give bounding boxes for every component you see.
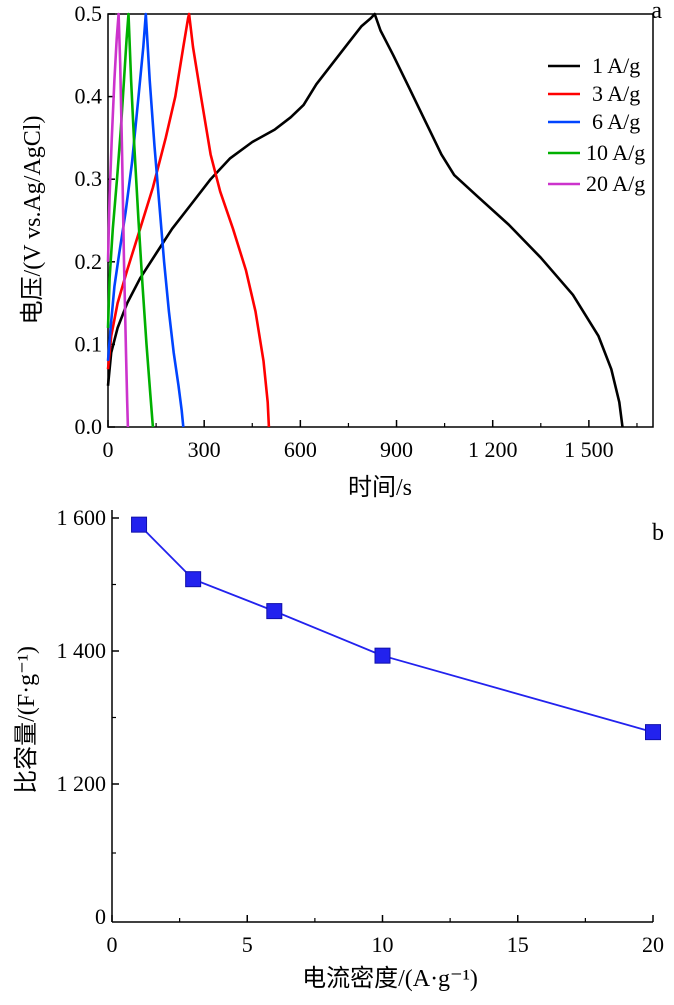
panel-a-y-tick-label: 0.0: [75, 414, 103, 439]
panel-b-x-tick-label: 15: [507, 932, 529, 957]
capacity-point: [374, 647, 391, 664]
panel-a-y-tick-label: 0.1: [75, 331, 103, 356]
series-line-2: [106, 12, 271, 428]
legend-label-3: 6 A/g: [592, 109, 640, 134]
panel-a-y-tick-label: 0.4: [75, 84, 103, 109]
capacity-line: [138, 524, 654, 733]
panel-a-y-tick-label: 0.3: [75, 166, 103, 191]
panel-a: 0 300 600 900 1 200 1 500 0.00.10.20.30.40.5 …: [19, 0, 662, 501]
capacity-point: [185, 571, 202, 588]
panel-b-x-axis-title: 电流密度/(A·g⁻¹): [302, 965, 478, 992]
panel-a-x-tick-label: 900: [380, 437, 413, 462]
panel-b: 0 5 10 15 20 1 200 1 400 1 600 0 b 电流密度/(A·g⁻¹)…: [13, 505, 664, 992]
panel-a-legend: 1 A/g 3 A/g 6 A/g 10 A/g 20 A/g: [548, 53, 645, 196]
legend-label-5: 20 A/g: [586, 171, 645, 196]
panel-a-x-tick-label: 600: [284, 437, 317, 462]
panel-b-x-tick-label: 5: [242, 932, 253, 957]
series-line-5: [106, 12, 130, 428]
series-line-3: [106, 12, 185, 428]
panel-a-x-ticks: 0 300 600 900 1 200 1 500: [103, 420, 638, 462]
panel-b-x-tick-label: 0: [107, 932, 118, 957]
panel-a-y-axis-title: 电压/(V vs.Ag/AgCl): [19, 116, 46, 325]
panel-a-y-tick-label: 0.5: [75, 1, 103, 26]
series-line-4: [106, 12, 155, 428]
series-line-1: [106, 12, 624, 428]
panel-b-y-tick-label: 1 600: [57, 505, 107, 530]
panel-a-x-tick-label: 1 500: [564, 437, 614, 462]
capacity-point: [131, 516, 148, 533]
panel-b-x-tick-label: 20: [642, 932, 664, 957]
panel-a-x-tick-label: 1 200: [468, 437, 518, 462]
panel-a-x-tick-label: 0: [103, 437, 114, 462]
panel-b-x-tick-label: 10: [372, 932, 394, 957]
legend-label-2: 3 A/g: [592, 81, 640, 106]
panel-b-x-ticks: 0 5 10 15 20: [107, 915, 664, 957]
panel-a-x-tick-label: 300: [188, 437, 221, 462]
panel-b-y-zero-label: 0: [95, 904, 106, 929]
panel-a-series-lines: [106, 12, 624, 428]
panel-a-letter: a: [651, 0, 662, 24]
panel-b-y-tick-label: 1 200: [57, 771, 107, 796]
legend-label-4: 10 A/g: [586, 140, 645, 165]
panel-a-y-ticks: 0.0 0.1 0.2 0.3 0.4 0.5: [75, 1, 115, 439]
panel-b-y-tick-label: 1 400: [57, 638, 107, 663]
capacity-point: [645, 724, 661, 741]
capacity-point: [266, 603, 283, 620]
panel-a-frame: [107, 13, 654, 428]
legend-label-1: 1 A/g: [592, 53, 640, 78]
panel-b-y-axis-title: 比容量/(F·g⁻¹): [13, 646, 40, 794]
panel-a-x-axis-title: 时间/s: [348, 474, 412, 501]
panel-a-y-tick-label: 0.2: [75, 249, 103, 274]
panel-b-y-ticks: 1 200 1 400 1 600 0: [57, 505, 119, 929]
panel-b-series: [131, 516, 661, 741]
panel-b-letter: b: [652, 520, 664, 546]
